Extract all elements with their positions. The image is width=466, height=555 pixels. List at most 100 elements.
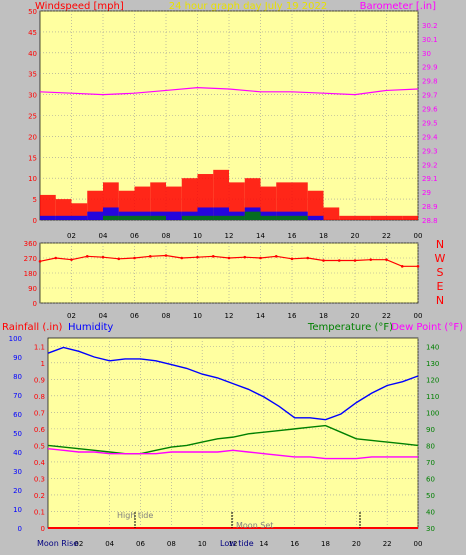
x-tick-label: 18 <box>319 312 328 320</box>
direction-label: E <box>437 280 444 293</box>
x-tick-label: 22 <box>382 232 391 240</box>
wind-direction-point <box>322 259 325 262</box>
wind-direction-point <box>54 256 58 260</box>
wind-low-bar <box>229 215 245 220</box>
wind-average-bar <box>55 215 72 220</box>
y-tick-label: 270 <box>24 255 37 263</box>
x-tick-label: 14 <box>256 232 265 240</box>
rainfall-tick-label: 0.4 <box>34 459 46 467</box>
wind-direction-point <box>337 259 341 262</box>
wind-gust-bar <box>150 182 166 220</box>
humidity-tick-label: 40 <box>13 449 22 457</box>
y2-tick-label: 28.8 <box>422 217 438 225</box>
temperature-line <box>47 424 419 455</box>
wind-direction-point <box>416 265 420 268</box>
y2-tick-label: 30 <box>422 50 431 58</box>
x-tick-label: 10 <box>198 540 207 548</box>
temperature-tick-label: 130 <box>426 360 439 368</box>
x-tick-label: 08 <box>162 232 171 240</box>
rainfall-tick-label: 0.8 <box>34 393 45 401</box>
temperature-tick-label: 90 <box>426 426 435 434</box>
wind-direction-point <box>85 255 89 258</box>
wind-gust-bar <box>292 182 308 220</box>
barometer-line <box>39 87 419 96</box>
wind-direction-point <box>133 256 136 260</box>
wind-gust-bar <box>339 215 355 220</box>
wind-direction-point <box>353 259 357 262</box>
wind-gust-bar <box>370 215 387 220</box>
y-tick-label: 50 <box>28 8 37 16</box>
y2-tick-label: 30.2 <box>422 22 438 30</box>
wind-gust-bar <box>40 194 56 220</box>
wind-gust-bar <box>229 182 245 220</box>
x-tick-label: 00 <box>414 312 423 320</box>
rainfall-tick-label: 0.5 <box>34 442 45 450</box>
humidity-axis-title: Humidity <box>68 322 113 333</box>
rainfall-tick-label: 0.1 <box>34 508 45 516</box>
temperature-axis-title: Temperature (°F) <box>307 322 393 333</box>
temperature-tick-label: 30 <box>426 525 435 533</box>
x-tick-label: 04 <box>99 232 108 240</box>
y-tick-label: 0 <box>33 300 37 308</box>
temperature-tick-label: 120 <box>426 376 439 384</box>
x-tick-label: 10 <box>193 312 202 320</box>
x-tick-label: 16 <box>288 232 297 240</box>
x-tick-label: 00 <box>414 540 423 548</box>
wind-direction-point <box>148 255 152 258</box>
y2-tick-label: 29.1 <box>422 175 438 183</box>
wind-gust-bar <box>386 215 403 220</box>
x-tick-label: 02 <box>67 312 76 320</box>
humidity-tick-label: 70 <box>13 392 22 400</box>
y-tick-label: 35 <box>28 71 37 79</box>
wind-low-bar <box>134 215 151 220</box>
direction-label: S <box>437 266 444 279</box>
temperature-tick-label: 60 <box>426 475 435 483</box>
moon-rise-label: Moon Rise <box>37 539 78 548</box>
x-tick-label: 18 <box>321 540 330 548</box>
y-tick-label: 0 <box>33 217 37 225</box>
wind-gust-bar <box>323 207 340 220</box>
temperature-tick-label: 110 <box>426 393 439 401</box>
x-tick-label: 06 <box>130 312 139 320</box>
y2-tick-label: 29.4 <box>422 133 438 141</box>
y-tick-label: 20 <box>28 133 37 141</box>
y2-tick-label: 29.8 <box>422 78 438 86</box>
y-tick-label: 15 <box>28 154 37 162</box>
graph-title: 24 hour graph day July 19 2022 <box>169 1 328 12</box>
y-tick-label: 90 <box>28 285 37 293</box>
rainfall-tick-label: 1 <box>41 360 45 368</box>
x-tick-label: 20 <box>351 312 360 320</box>
wind-direction-point <box>164 254 168 257</box>
rainfall-tick-label: 1.1 <box>34 343 45 351</box>
wind-direction-point <box>38 260 42 263</box>
wind-low-bar <box>197 215 214 220</box>
wind-direction-point <box>306 256 310 260</box>
x-tick-label: 16 <box>290 540 299 548</box>
wind-direction-point <box>70 258 73 261</box>
wind-direction-point <box>101 255 105 259</box>
x-tick-label: 14 <box>256 312 265 320</box>
rainfall-tick-label: 0.6 <box>34 426 46 434</box>
temperature-tick-label: 70 <box>426 459 435 467</box>
wind-direction-point <box>274 255 278 258</box>
humidity-tick-label: 0 <box>18 525 22 533</box>
x-tick-label: 18 <box>319 232 328 240</box>
temperature-tick-label: 140 <box>426 343 439 351</box>
humidity-tick-label: 10 <box>13 506 22 514</box>
wind-direction-point <box>227 256 231 260</box>
y-tick-label: 180 <box>24 270 37 278</box>
wind-direction-point <box>117 257 121 261</box>
x-tick-label: 00 <box>414 232 423 240</box>
x-tick-label: 12 <box>229 540 238 548</box>
wind-gust-bar <box>181 178 198 220</box>
humidity-tick-label: 20 <box>13 487 22 495</box>
x-tick-label: 08 <box>162 312 171 320</box>
y-tick-label: 30 <box>28 92 37 100</box>
moon-set-label: Moon Set <box>236 521 273 530</box>
wind-low-bar <box>118 215 135 220</box>
temperature-tick-label: 100 <box>426 409 439 417</box>
x-tick-label: 20 <box>351 232 360 240</box>
wind-average-bar <box>71 215 88 220</box>
humidity-tick-label: 30 <box>13 468 22 476</box>
x-tick-label: 12 <box>225 232 234 240</box>
